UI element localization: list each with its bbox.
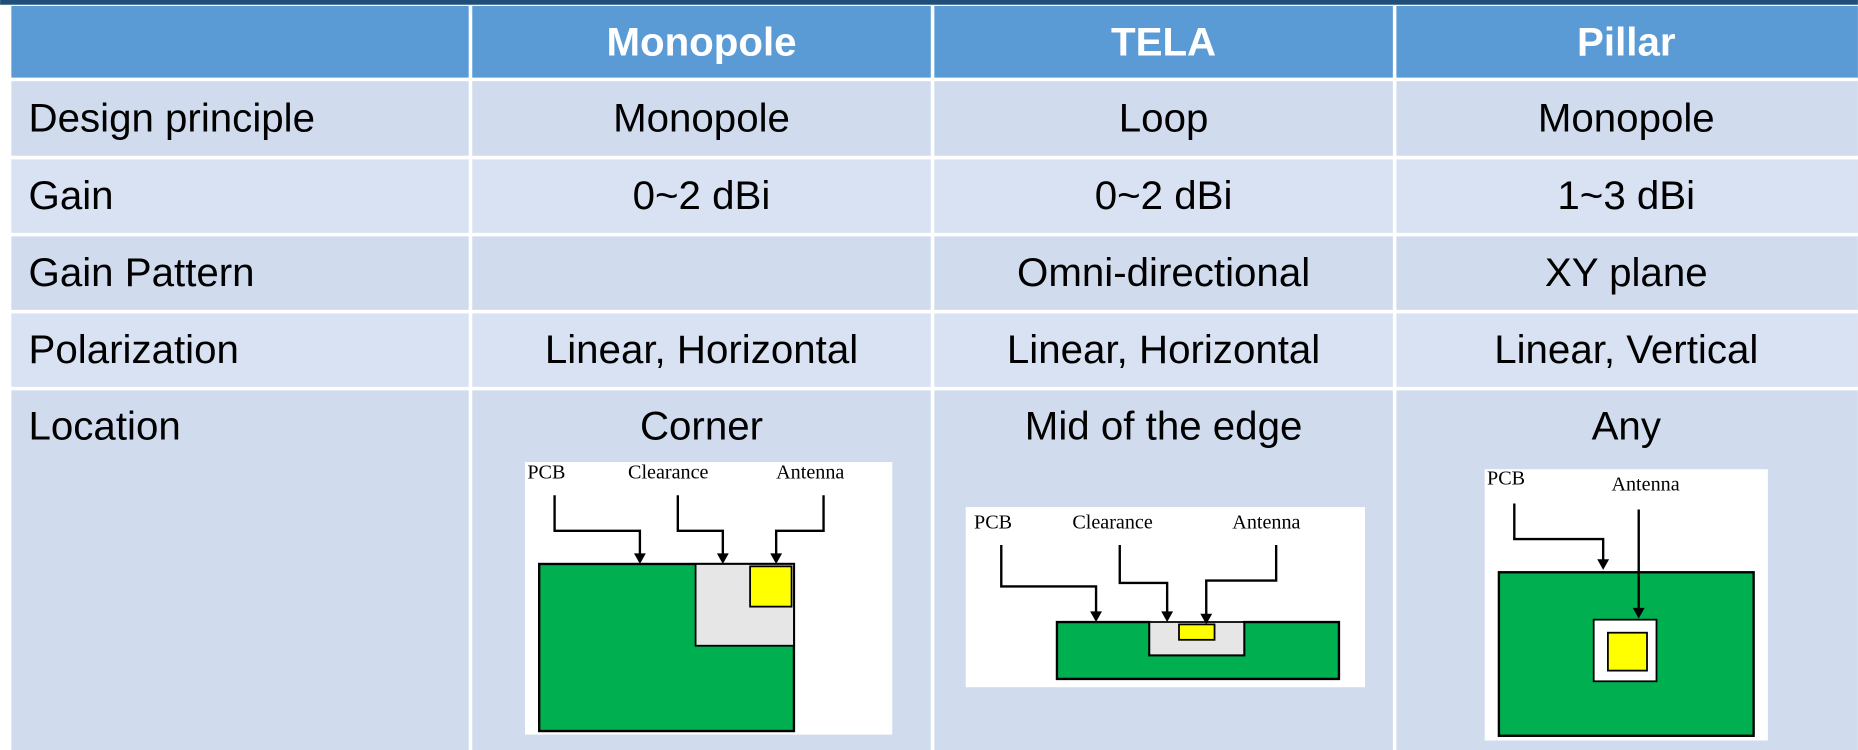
- row-label: Design principle: [29, 95, 315, 140]
- table-cell: 1~3 dBi: [1557, 173, 1695, 218]
- table-cell: Monopole: [613, 95, 790, 140]
- diagram-label: Clearance: [1072, 511, 1153, 533]
- tela-diagram: [965, 507, 1366, 688]
- table-cell: Monopole: [1538, 95, 1715, 140]
- table-cell: Linear, Vertical: [1494, 327, 1758, 372]
- diagram-label: Clearance: [628, 462, 709, 484]
- table-cell: Any: [1592, 404, 1662, 449]
- table: Monopole TELA Pillar Design principle Monopo…: [7, 5, 1858, 750]
- monopole-diagram: [524, 462, 893, 735]
- pillar-diagram: [1484, 469, 1768, 741]
- diagram-label: PCB: [1487, 467, 1525, 489]
- table-cell: 0~2 dBi: [1095, 173, 1233, 218]
- diagram-labels: PCB Clearance Antenna PCB Clearance Antenna PC…: [527, 462, 1679, 534]
- table-cell: Linear, Horizontal: [1007, 327, 1320, 372]
- table-cell: Loop: [1119, 95, 1209, 140]
- table-cell: Linear, Horizontal: [545, 327, 858, 372]
- diagram-label: Antenna: [1611, 473, 1679, 495]
- row-label: Polarization: [29, 327, 239, 372]
- column-header: Pillar: [1577, 20, 1676, 65]
- table-cell: Omni-directional: [1017, 250, 1310, 295]
- row-label: Location: [29, 404, 181, 449]
- row-label: Gain: [29, 173, 114, 218]
- column-header: TELA: [1111, 20, 1216, 65]
- diagram-label: Antenna: [1232, 511, 1300, 533]
- table-cell: Mid of the edge: [1025, 404, 1303, 449]
- table-cell: XY plane: [1545, 250, 1708, 295]
- diagram-label: PCB: [974, 511, 1012, 533]
- diagram-label: Antenna: [776, 462, 844, 484]
- table-cell: Corner: [640, 404, 763, 449]
- table-cell: 0~2 dBi: [633, 173, 771, 218]
- top-bar: [0, 0, 1858, 5]
- column-header: Monopole: [606, 20, 796, 65]
- row-label: Gain Pattern: [29, 250, 255, 295]
- diagram-label: PCB: [527, 462, 565, 484]
